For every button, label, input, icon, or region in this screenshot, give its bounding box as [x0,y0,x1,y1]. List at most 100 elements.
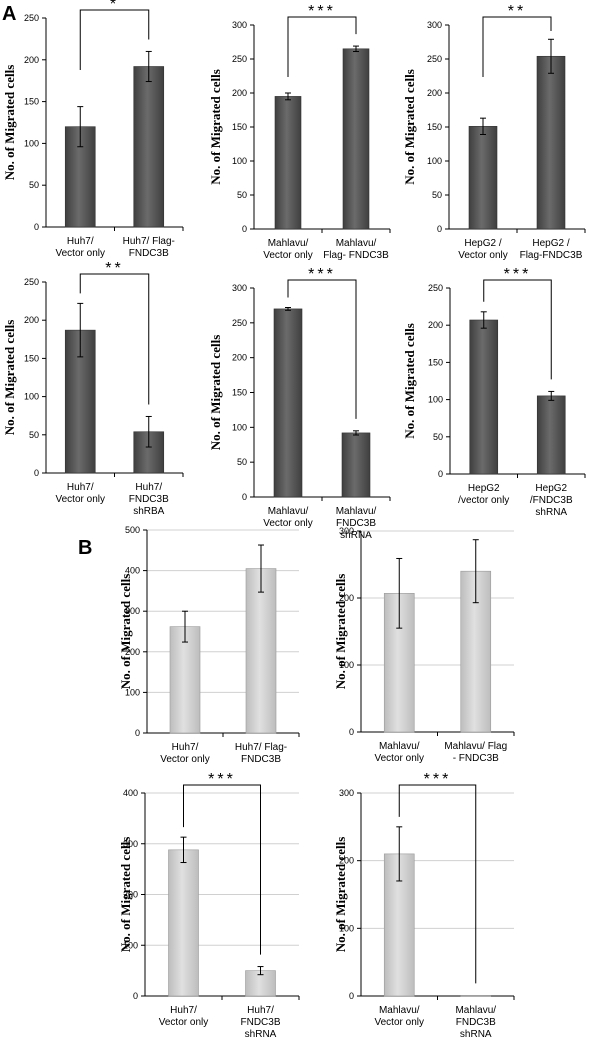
category-label: FNDC3B [129,248,169,259]
category-label: Mahlavu/ [268,506,309,517]
y-tick-label: 200 [125,647,140,657]
y-tick-label: 250 [24,277,39,287]
y-tick-label: 50 [237,457,247,467]
y-tick-label: 200 [24,315,39,325]
y-tick-label: 150 [232,388,247,398]
category-label: HepG2 / [464,238,501,249]
y-tick-label: 100 [123,940,138,950]
significance-bracket [287,279,357,419]
y-axis-label: No. of Migrated cells [402,323,417,439]
y-tick-label: 300 [232,20,247,30]
y-tick-label: 150 [428,357,443,367]
bar [468,126,498,230]
category-label: FNDC3B [240,1017,280,1028]
category-label: Mahlavu/ [268,238,309,249]
chart-a1: 0 50 100 150 200 250 No. of Migrated cells Huh7… [2,0,184,259]
y-axis-label: No. of Migrated cells [118,837,133,953]
y-tick-label: 250 [427,54,442,64]
y-tick-label: 200 [24,55,39,65]
y-axis-label: No. of Migrated cells [118,574,133,690]
category-label: Huh7/ [172,742,199,753]
y-tick-label: 100 [339,923,354,933]
category-label: Huh7/ [135,482,162,493]
y-tick-label: 100 [232,156,247,166]
category-label: Huh7/ Flag- [123,236,175,247]
category-label: Huh7/ [170,1005,197,1016]
category-label: /vector only [458,495,509,506]
chart-a4: 0 50 100 150 200 250 No. of Migrated cells Huh7… [2,260,184,517]
y-tick-label: 300 [339,788,354,798]
y-tick-label: 50 [29,430,39,440]
category-label: FNDC3B [129,494,169,505]
significance-bracket [79,273,150,405]
y-axis-label: No. of Migrated cells [2,65,17,181]
y-tick-label: 100 [232,422,247,432]
bar [536,395,566,475]
category-label: Vector only [458,250,507,261]
category-label: FNDC3B [336,518,376,529]
y-tick-label: 300 [232,283,247,293]
significance-bracket [398,784,477,984]
category-label: Vector only [375,1017,424,1028]
y-tick-label: 300 [125,606,140,616]
category-label: Vector only [56,494,105,505]
category-label: shRBA [133,506,164,517]
y-tick-label: 100 [428,395,443,405]
bar [536,55,566,230]
y-tick-label: 200 [339,593,354,603]
category-label: Huh7/ [67,236,94,247]
category-label: Vector only [263,518,312,529]
category-label: shRNA [340,530,372,541]
significance-bracket [183,784,261,955]
y-tick-label: 0 [135,728,140,738]
category-label: FNDC3B [241,754,281,765]
significance-bracket [482,16,552,77]
y-tick-label: 100 [125,687,140,697]
y-tick-label: 0 [349,991,354,1001]
y-tick-label: 0 [438,469,443,479]
category-label: Vector only [160,754,209,765]
chart-b1: 0 100 200 300 400 500 No. of Migrated cells Huh… [118,525,300,765]
category-label: Mahlavu/ [336,238,377,249]
bar [169,626,201,734]
y-tick-label: 50 [29,180,39,190]
chart-b2: 0 100 200 300 No. of Migrated cells Mahlavu/V… [333,526,515,764]
y-axis-label: No. of Migrated cells [208,335,223,451]
y-tick-label: 200 [339,856,354,866]
significance-marker: *** [504,266,532,283]
category-label: /FNDC3B [530,495,573,506]
y-tick-label: 200 [232,353,247,363]
significance-bracket [483,279,552,380]
category-label: Flag-FNDC3B [520,250,583,261]
y-tick-label: 50 [433,432,443,442]
bar [469,319,499,475]
y-tick-label: 0 [437,224,442,234]
significance-marker: * [110,0,119,13]
y-tick-label: 250 [232,318,247,328]
y-tick-label: 500 [125,525,140,535]
chart-b4: 0 100 200 300 No. of Migrated cells Mahlavu/V… [333,771,515,1040]
category-label: shRNA [245,1029,277,1040]
bar [133,66,165,228]
bar [274,96,302,230]
category-label: Huh7/ [67,482,94,493]
chart-a3: 0 50 100 150 200 250 300 No. of Migrated cells H… [402,3,586,261]
y-axis-label: No. of Migrated cells [402,69,417,185]
category-label: HepG2 [468,483,500,494]
chart-a6: 0 50 100 150 200 250 No. of Migrated cells HepG… [402,266,586,518]
bar [341,432,371,498]
y-tick-label: 150 [427,122,442,132]
y-tick-label: 0 [242,492,247,502]
y-tick-label: 200 [427,88,442,98]
category-label: Vector only [159,1017,208,1028]
panel-label-b: B [78,537,92,559]
chart-a2: 0 50 100 150 200 250 300 No. of Migrated cells M… [208,3,391,261]
y-tick-label: 400 [123,788,138,798]
y-tick-label: 100 [24,138,39,148]
category-label: Vector only [263,250,312,261]
y-tick-label: 100 [24,392,39,402]
y-tick-label: 50 [432,190,442,200]
y-tick-label: 200 [428,320,443,330]
category-label: HepG2 / [532,238,569,249]
y-tick-label: 50 [237,190,247,200]
